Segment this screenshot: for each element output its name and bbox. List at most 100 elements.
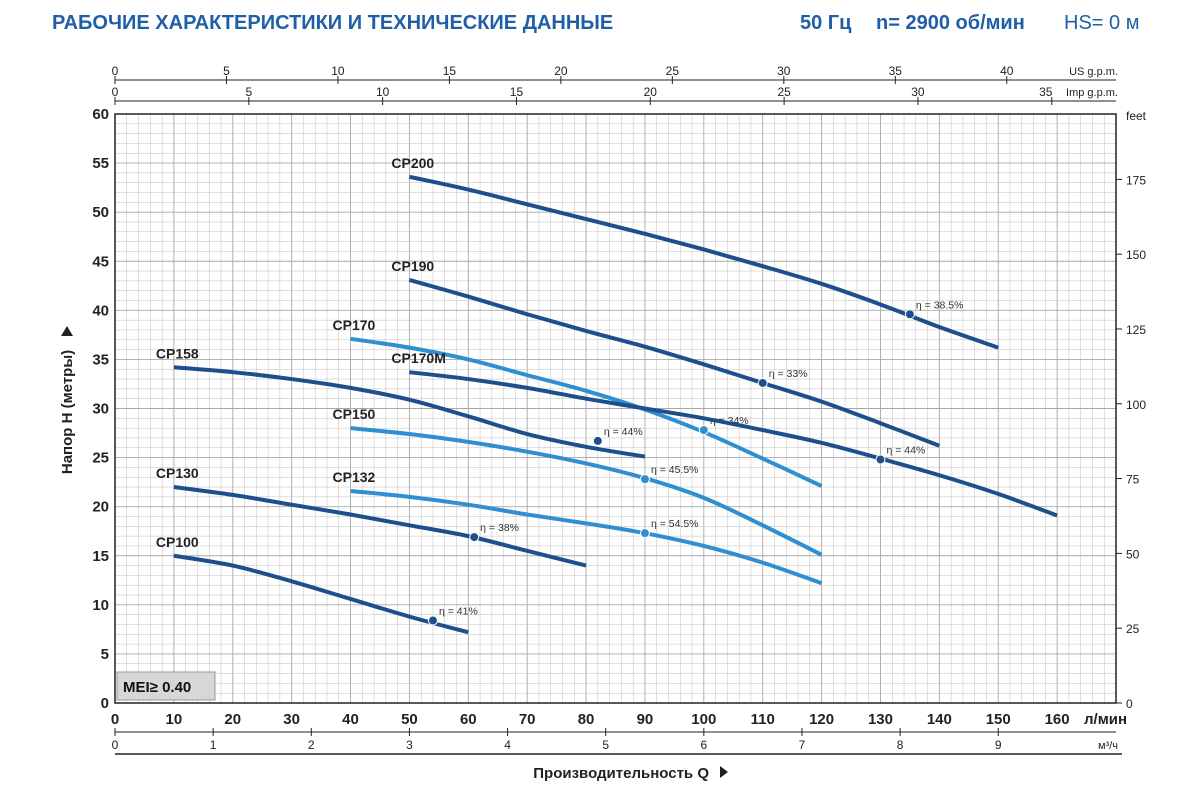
axis-unit-feet: feet <box>1126 109 1147 123</box>
series-line-cp158 <box>173 365 646 459</box>
tick-label-m3h: 8 <box>897 738 904 752</box>
efficiency-label-cp190: η = 33% <box>769 368 808 380</box>
mei-badge-text: MEI≥ 0.40 <box>123 679 191 696</box>
tick-label-meters: 20 <box>92 499 109 516</box>
tick-label-us-gpm: 30 <box>777 64 791 78</box>
tick-label-m3h: 6 <box>700 738 707 752</box>
efficiency-point-cp100 <box>427 615 438 626</box>
tick-label-feet: 175 <box>1126 173 1146 187</box>
tick-label-meters: 40 <box>92 302 109 319</box>
efficiency-label-cp150: η = 45.5% <box>651 464 699 476</box>
axis-unit-us-gpm: US g.p.m. <box>1069 66 1118 78</box>
efficiency-point-cp170m <box>875 454 886 465</box>
y-axis-title-group: Напор Н (метры) <box>59 326 76 474</box>
tick-label-lpm: 20 <box>224 711 241 728</box>
tick-label-meters: 45 <box>92 253 109 270</box>
tick-label-lpm: 50 <box>401 711 418 728</box>
tick-label-imp-gpm: 5 <box>245 85 252 99</box>
series-line-cp170m <box>409 370 1058 518</box>
tick-label-feet: 50 <box>1126 547 1140 561</box>
y-axis-title: Напор Н (метры) <box>59 350 76 474</box>
plot-frame <box>114 113 1117 704</box>
x-axis-title-group: Производительность Q <box>115 753 1122 782</box>
tick-label-lpm: 160 <box>1045 711 1070 728</box>
series-line-cp130 <box>173 485 587 568</box>
tick-label-feet: 125 <box>1126 323 1146 337</box>
tick-label-m3h: 5 <box>602 738 609 752</box>
tick-label-lpm: 120 <box>809 711 834 728</box>
tick-label-lpm: 60 <box>460 711 477 728</box>
series-label-cp170: CP170 <box>333 317 376 333</box>
tick-label-feet: 0 <box>1126 697 1133 711</box>
tick-label-us-gpm: 5 <box>223 64 230 78</box>
tick-label-m3h: 3 <box>406 738 413 752</box>
series-label-cp130: CP130 <box>156 465 199 481</box>
efficiency-label-cp170m: η = 44% <box>886 445 925 457</box>
efficiency-point-cp200 <box>904 309 915 320</box>
tick-label-lpm: 110 <box>751 711 775 728</box>
series-cp132: CP132 η = 54.5% <box>333 469 823 586</box>
speed-label: n= 2900 об/мин <box>876 12 1025 34</box>
series-label-cp150: CP150 <box>333 406 376 422</box>
series-line-cp200 <box>408 174 999 350</box>
axis-unit-lpm: л/мин <box>1084 711 1127 728</box>
tick-label-feet: 25 <box>1126 622 1140 636</box>
tick-label-m3h: 4 <box>504 738 511 752</box>
tick-label-meters: 55 <box>92 155 109 172</box>
tick-label-lpm: 80 <box>578 711 595 728</box>
tick-label-us-gpm: 10 <box>331 64 345 78</box>
tick-label-imp-gpm: 20 <box>644 85 658 99</box>
series-label-cp100: CP100 <box>156 534 199 550</box>
series-line-cp150 <box>350 426 823 557</box>
suction-height-label: HS= 0 м <box>1064 12 1140 34</box>
tick-label-lpm: 150 <box>986 711 1011 728</box>
tick-label-feet: 100 <box>1126 398 1146 412</box>
axis-unit-m3h: м³/ч <box>1098 740 1118 752</box>
series-line-cp190 <box>408 277 941 448</box>
mei-badge-box <box>116 671 216 701</box>
tick-label-imp-gpm: 35 <box>1039 85 1053 99</box>
tick-label-imp-gpm: 10 <box>376 85 390 99</box>
tick-label-lpm: 100 <box>691 711 716 728</box>
series-cp170m: CP170M η = 44% <box>391 350 1058 518</box>
tick-label-meters: 0 <box>101 695 109 712</box>
series-cp150: CP150 η = 45.5% <box>333 406 823 557</box>
tick-label-m3h: 1 <box>210 738 217 752</box>
efficiency-label-cp100: η = 41% <box>439 606 478 618</box>
efficiency-point-cp132 <box>639 528 650 539</box>
efficiency-point-cp130 <box>469 532 480 543</box>
efficiency-label-cp130: η = 38% <box>480 522 519 534</box>
series-cp158: CP158 η = 44% <box>156 345 646 459</box>
tick-label-lpm: 30 <box>283 711 300 728</box>
tick-label-us-gpm: 40 <box>1000 64 1014 78</box>
series-cp130: CP130 η = 38% <box>156 465 587 568</box>
x-axis-title-arrow <box>720 766 728 778</box>
tick-label-imp-gpm: 0 <box>112 85 119 99</box>
tick-label-lpm: 140 <box>927 711 952 728</box>
tick-label-meters: 35 <box>92 351 109 368</box>
series-line-cp170 <box>350 336 823 488</box>
tick-label-meters: 15 <box>92 548 109 565</box>
tick-label-m3h: 0 <box>112 738 119 752</box>
tick-label-us-gpm: 25 <box>666 64 680 78</box>
tick-label-meters: 10 <box>92 597 109 614</box>
tick-label-lpm: 90 <box>637 711 654 728</box>
tick-label-m3h: 7 <box>799 738 806 752</box>
tick-label-m3h: 9 <box>995 738 1002 752</box>
series-label-cp200: CP200 <box>391 155 434 171</box>
tick-label-imp-gpm: 30 <box>911 85 925 99</box>
grid <box>114 113 1117 704</box>
efficiency-label-cp200: η = 38.5% <box>916 299 964 311</box>
series-label-cp170m: CP170M <box>391 350 445 366</box>
tick-label-meters: 5 <box>101 646 109 663</box>
tick-label-m3h: 2 <box>308 738 315 752</box>
tick-label-us-gpm: 35 <box>889 64 903 78</box>
chart-header: РАБОЧИЕ ХАРАКТЕРИСТИКИ И ТЕХНИЧЕСКИЕ ДАН… <box>0 0 1200 54</box>
efficiency-point-cp170 <box>698 425 709 436</box>
x-axis-title: Производительность Q <box>533 765 709 782</box>
series-line-cp132 <box>350 488 823 586</box>
tick-label-lpm: 0 <box>111 711 119 728</box>
tick-label-lpm: 10 <box>166 711 183 728</box>
